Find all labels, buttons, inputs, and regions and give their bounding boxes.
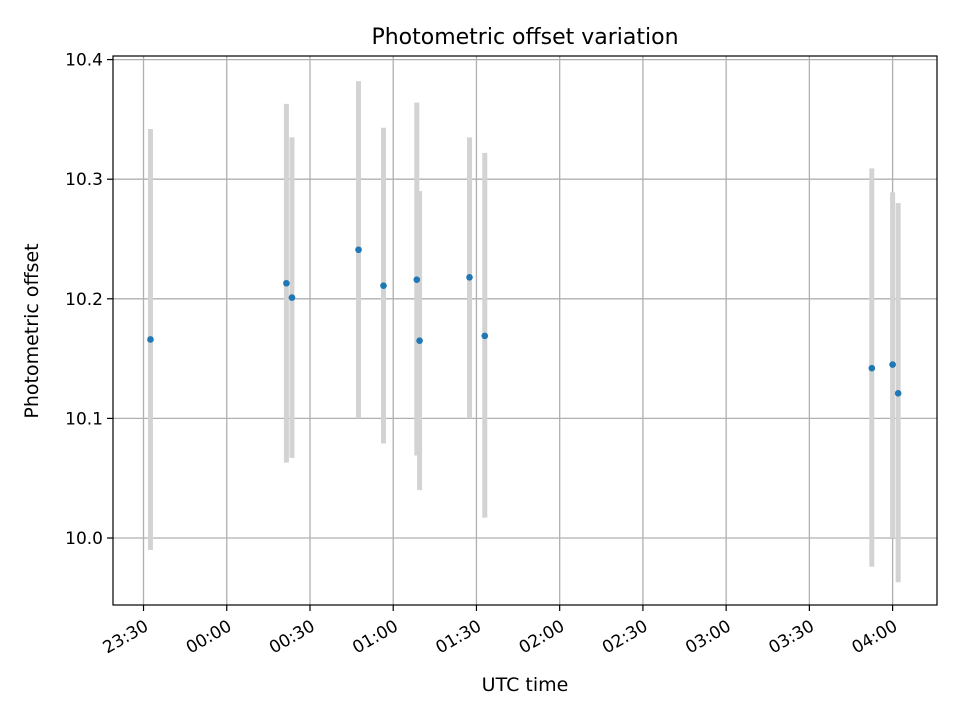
data-point	[889, 361, 896, 368]
x-tick-label: 02:30	[599, 616, 651, 658]
data-point	[283, 279, 290, 287]
x-tick-label: 02:00	[516, 616, 568, 658]
y-tick-label: 10.1	[65, 409, 103, 429]
y-axis-label: Photometric offset	[21, 243, 43, 418]
data-point	[416, 337, 423, 344]
data-point	[466, 273, 473, 281]
data-point	[481, 332, 489, 340]
error-bars	[147, 81, 901, 583]
data-point	[147, 336, 154, 343]
data-points	[147, 246, 902, 397]
data-point	[868, 364, 876, 372]
y-tick-label: 10.3	[65, 170, 103, 190]
grid	[113, 56, 937, 605]
x-tick-label: 01:00	[349, 616, 401, 658]
x-tick-label: 04:00	[849, 616, 901, 658]
y-tick-label: 10.2	[65, 290, 103, 310]
x-tick-label: 23:30	[100, 616, 152, 658]
data-point	[413, 276, 421, 283]
data-point	[380, 282, 387, 289]
data-point	[288, 294, 296, 301]
x-tick-label: 03:30	[765, 616, 817, 658]
x-tick-label: 00:00	[183, 616, 235, 658]
x-axis-label: UTC time	[482, 674, 569, 696]
x-tick-label: 00:30	[266, 616, 318, 658]
plot-frame	[112, 55, 938, 606]
x-tick-label: 03:00	[682, 616, 734, 658]
chart-title: Photometric offset variation	[371, 25, 678, 50]
data-point	[894, 389, 902, 397]
data-point	[355, 246, 362, 254]
y-tick-label: 10.4	[65, 51, 103, 71]
y-tick-label: 10.0	[65, 529, 103, 549]
x-tick-label: 01:30	[433, 616, 485, 658]
